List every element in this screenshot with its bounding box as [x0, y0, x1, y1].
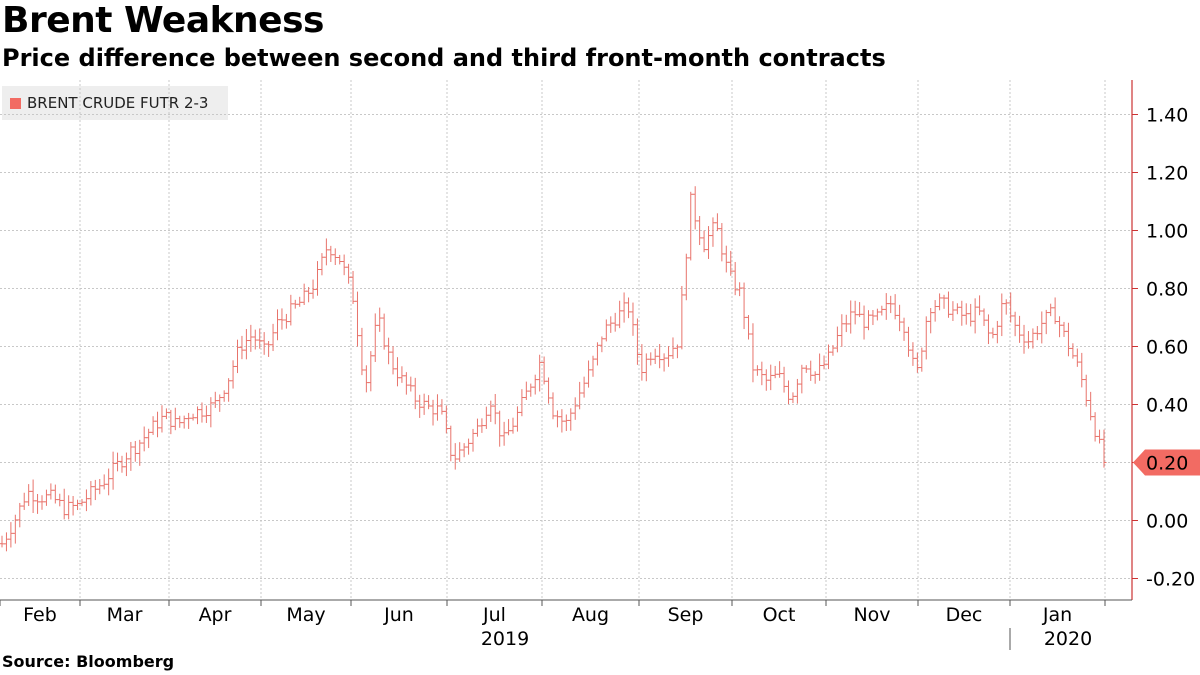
y-tick-label: 0.40	[1146, 395, 1188, 417]
y-tick-label: 1.00	[1146, 221, 1188, 243]
chart-title: Brent Weakness	[2, 0, 324, 41]
x-tick-label: Jan	[1042, 604, 1072, 626]
x-tick-labels: Feb Mar Apr May Jun Jul Aug Sep Oct Nov Dec Jan 2019…	[23, 604, 1092, 650]
grid-lines	[0, 80, 1132, 600]
chart-subtitle: Price difference between second and thir…	[2, 44, 886, 72]
last-value-tag: 0.20	[1133, 449, 1200, 476]
y-tick-label: 0.80	[1146, 279, 1188, 301]
x-tick-label: Sep	[668, 604, 704, 626]
x-tick-label: Feb	[23, 604, 57, 626]
y-tick-label: 0.60	[1146, 337, 1188, 359]
y-tick-label: 1.40	[1146, 105, 1188, 127]
year-label: 2019	[481, 628, 529, 650]
x-tick-label: Dec	[946, 604, 983, 626]
x-tick-label: Mar	[107, 604, 143, 626]
legend: BRENT CRUDE FUTR 2-3	[2, 86, 228, 120]
x-tick-label: Jun	[383, 604, 414, 626]
x-tick-label: Apr	[199, 604, 232, 626]
year-label: 2020	[1044, 628, 1092, 650]
y-tick-label: 1.20	[1146, 163, 1188, 185]
y-tick-labels: 1.40 1.20 1.00 0.80 0.60 0.40 0.20 0.00 -0.20	[1146, 105, 1195, 591]
x-tick-label: Aug	[572, 604, 609, 626]
x-tick-label: Nov	[853, 604, 890, 626]
last-value-label: 0.20	[1146, 453, 1188, 475]
source-note: Source: Bloomberg	[2, 652, 175, 671]
x-tick-label: Jul	[482, 604, 506, 626]
last-value-badge	[1133, 449, 1200, 476]
legend-label: BRENT CRUDE FUTR 2-3	[27, 94, 209, 112]
y-tick-label: 0.00	[1146, 511, 1188, 533]
price-bars	[0, 186, 1107, 552]
axes	[0, 80, 1138, 650]
x-tick-label: May	[286, 604, 325, 626]
x-tick-label: Oct	[763, 604, 796, 626]
y-tick-label: -0.20	[1146, 569, 1195, 591]
legend-swatch	[10, 97, 21, 109]
